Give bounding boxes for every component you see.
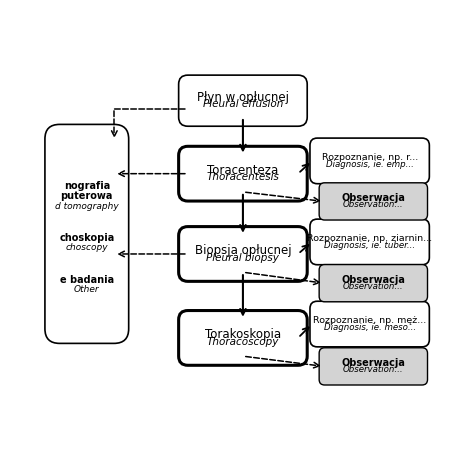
Text: Diagnosis, ie. emp...: Diagnosis, ie. emp... bbox=[326, 160, 414, 169]
Text: Biopsja opłucnej: Biopsja opłucnej bbox=[195, 244, 291, 257]
FancyBboxPatch shape bbox=[310, 301, 429, 347]
Text: Toracenteza: Toracenteza bbox=[207, 164, 279, 176]
Text: Observation...: Observation... bbox=[343, 200, 404, 209]
FancyBboxPatch shape bbox=[319, 348, 428, 385]
FancyBboxPatch shape bbox=[319, 183, 428, 220]
Text: Obserwacja: Obserwacja bbox=[341, 193, 405, 203]
FancyBboxPatch shape bbox=[310, 219, 429, 265]
Text: Observation...: Observation... bbox=[343, 365, 404, 374]
Text: d tomography: d tomography bbox=[55, 201, 118, 210]
Text: Observation...: Observation... bbox=[343, 282, 404, 291]
Text: Diagnosis, ie. tuber...: Diagnosis, ie. tuber... bbox=[324, 241, 415, 250]
Text: Obserwacja: Obserwacja bbox=[341, 275, 405, 285]
Text: Diagnosis, ie. meso...: Diagnosis, ie. meso... bbox=[324, 323, 416, 332]
Text: choskopia: choskopia bbox=[59, 233, 114, 243]
Text: choscopy: choscopy bbox=[65, 243, 108, 252]
FancyBboxPatch shape bbox=[319, 264, 428, 302]
Text: Rozpoznanie, np. męż...: Rozpoznanie, np. męż... bbox=[313, 316, 426, 325]
Text: nografia: nografia bbox=[64, 182, 110, 191]
Text: Pleural biopsy: Pleural biopsy bbox=[207, 253, 279, 263]
Text: Rozpoznanie, np. r...: Rozpoznanie, np. r... bbox=[321, 153, 418, 162]
Text: Pleural effusion: Pleural effusion bbox=[203, 100, 283, 109]
Text: Torakoskopia: Torakoskopia bbox=[205, 328, 281, 341]
FancyBboxPatch shape bbox=[179, 227, 307, 282]
Text: Other: Other bbox=[74, 285, 100, 294]
FancyBboxPatch shape bbox=[179, 75, 307, 126]
FancyBboxPatch shape bbox=[179, 310, 307, 365]
Text: Obserwacja: Obserwacja bbox=[341, 358, 405, 368]
FancyBboxPatch shape bbox=[310, 138, 429, 184]
Text: Rozpoznanie, np. ziarnin...: Rozpoznanie, np. ziarnin... bbox=[307, 234, 432, 243]
FancyBboxPatch shape bbox=[45, 124, 128, 343]
Text: puterowa: puterowa bbox=[61, 191, 113, 201]
Text: e badania: e badania bbox=[60, 274, 114, 284]
FancyBboxPatch shape bbox=[179, 146, 307, 201]
Text: Płyn w opłucnej: Płyn w opłucnej bbox=[197, 91, 289, 103]
Text: Thoracentesis: Thoracentesis bbox=[207, 173, 279, 182]
Text: Thoracoscopy: Thoracoscopy bbox=[207, 337, 279, 346]
